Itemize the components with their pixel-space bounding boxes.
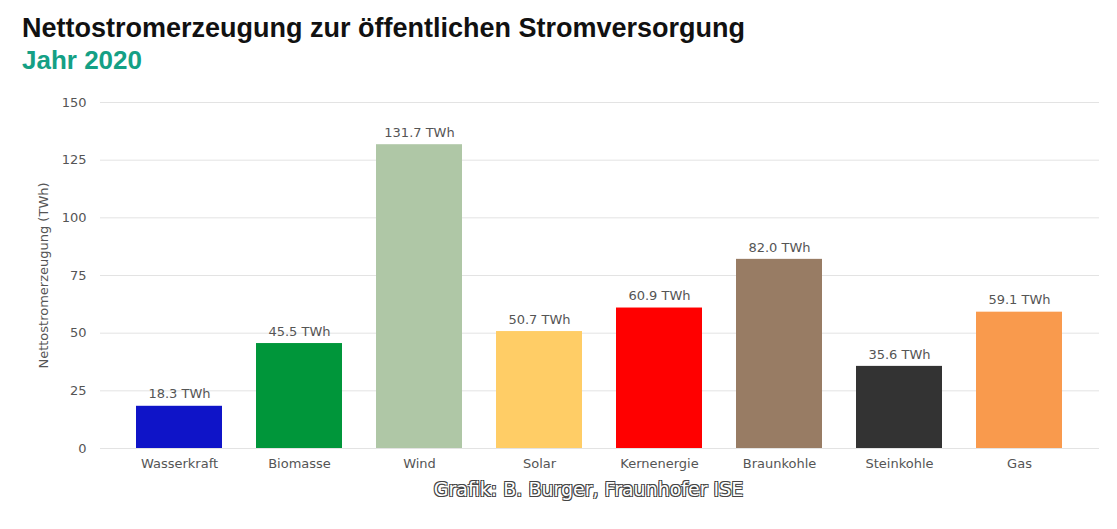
html-text:Nettostromerzeugung zur öffent: Nettostromerzeugung zur öffentlichen Str… xyxy=(22,13,745,43)
svg-text:18.3 TWh: 18.3 TWh xyxy=(148,386,210,401)
svg-text:Solar: Solar xyxy=(523,456,557,471)
html-text:Jahr 2020: Jahr 2020 xyxy=(22,45,142,75)
svg-text:Steinkohle: Steinkohle xyxy=(865,456,933,471)
svg-text:Gas: Gas xyxy=(1007,456,1032,471)
html-text:Grafik: B. Burger, Fraunhofer: Grafik: B. Burger, Fraunhofer ISE xyxy=(433,478,744,500)
svg-text:Biomasse: Biomasse xyxy=(268,456,331,471)
svg-text:50.7 TWh: 50.7 TWh xyxy=(508,312,570,327)
svg-text:100: 100 xyxy=(62,210,87,225)
svg-text:Braunkohle: Braunkohle xyxy=(743,456,817,471)
svg-text:Kernenergie: Kernenergie xyxy=(620,456,698,471)
svg-text:82.0 TWh: 82.0 TWh xyxy=(748,240,810,255)
svg-text:Wasserkraft: Wasserkraft xyxy=(141,456,218,471)
svg-text:125: 125 xyxy=(62,152,87,167)
svg-text:45.5 TWh: 45.5 TWh xyxy=(268,324,330,339)
svg-text:131.7 TWh: 131.7 TWh xyxy=(384,125,454,140)
svg-text:Nettostromerzeugung (TWh): Nettostromerzeugung (TWh) xyxy=(36,182,51,368)
svg-text:75: 75 xyxy=(70,268,87,283)
svg-text:150: 150 xyxy=(62,95,87,110)
svg-text:50: 50 xyxy=(70,325,87,340)
svg-text:35.6 TWh: 35.6 TWh xyxy=(868,347,930,362)
svg-text:59.1 TWh: 59.1 TWh xyxy=(988,292,1050,307)
svg-text:25: 25 xyxy=(70,383,87,398)
svg-text:60.9 TWh: 60.9 TWh xyxy=(628,288,690,303)
svg-text:0: 0 xyxy=(78,441,86,456)
svg-text:Wind: Wind xyxy=(403,456,436,471)
